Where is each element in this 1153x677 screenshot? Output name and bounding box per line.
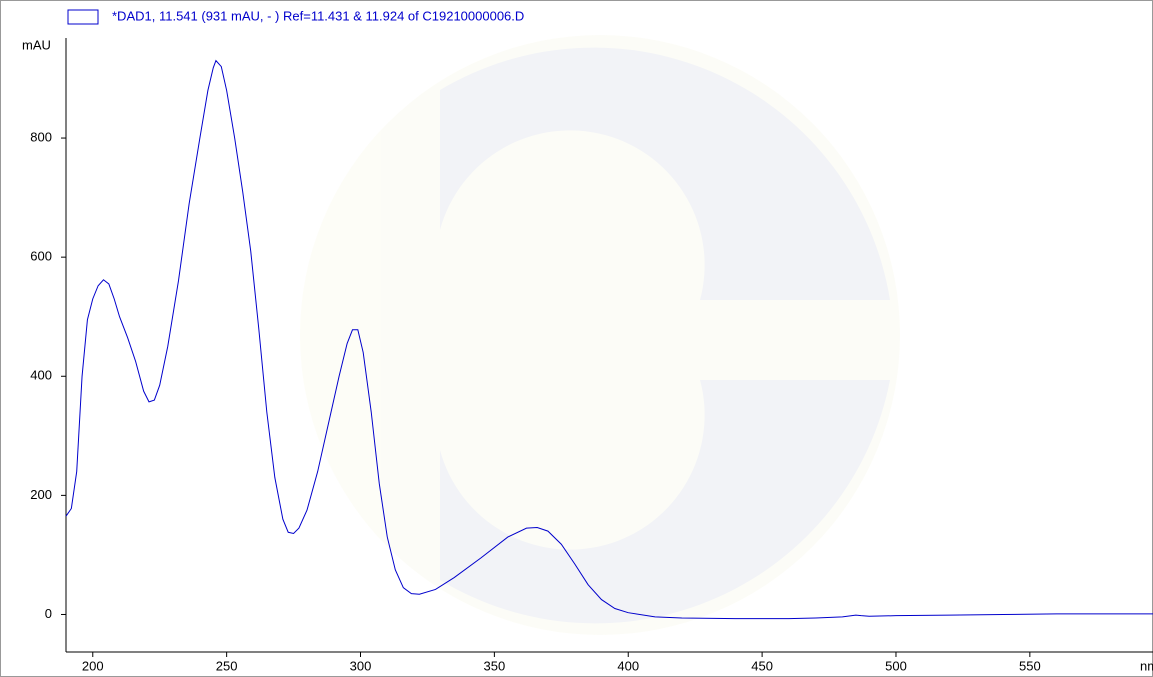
spectrum-line	[65, 59, 1153, 620]
x-tick-label: 350	[484, 658, 506, 673]
y-tick-label: 800	[30, 129, 52, 144]
x-tick-label: 450	[751, 658, 773, 673]
y-tick-label: 200	[30, 487, 52, 502]
x-tick-label: 200	[82, 658, 104, 673]
x-tick-label: 550	[1019, 658, 1041, 673]
legend-label: *DAD1, 11.541 (931 mAU, - ) Ref=11.431 &…	[112, 8, 524, 23]
watermark	[300, 35, 900, 635]
x-axis-label: nm	[1140, 658, 1153, 673]
legend-swatch	[67, 9, 99, 25]
y-axis-label: mAU	[22, 37, 51, 52]
y-tick-label: 600	[30, 249, 52, 264]
x-tick-label: 250	[216, 658, 238, 673]
x-tick-label: 500	[885, 658, 907, 673]
x-tick-label: 300	[350, 658, 372, 673]
y-tick-label: 0	[45, 606, 52, 621]
x-tick-label: 400	[617, 658, 639, 673]
y-tick-label: 400	[30, 368, 52, 383]
